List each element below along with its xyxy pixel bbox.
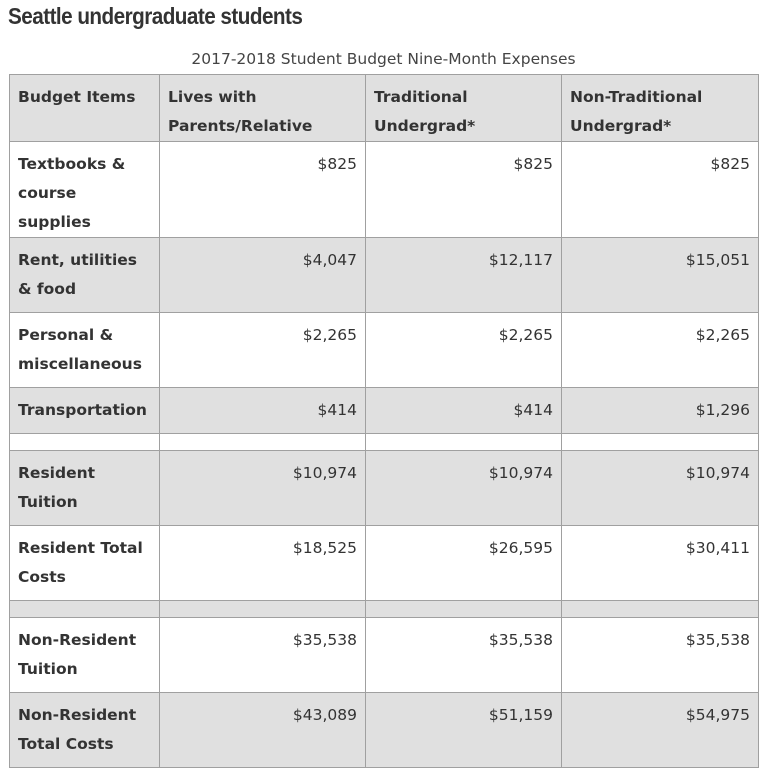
row-label: Textbooks & course supplies	[9, 141, 160, 238]
row-label: Transportation	[9, 387, 160, 434]
header-traditional-undergrad: Traditional Undergrad*	[365, 74, 562, 142]
cell-value: $54,975	[561, 692, 759, 768]
cell-value: $2,265	[561, 312, 759, 388]
row-label: Non-Resident Total Costs	[9, 692, 160, 768]
table-row: Resident Total Costs $18,525 $26,595 $30…	[9, 525, 759, 601]
cell-value: $35,538	[365, 617, 562, 693]
cell-value: $825	[561, 141, 759, 238]
table-caption: 2017-2018 Student Budget Nine-Month Expe…	[191, 50, 576, 68]
table-row: Non-Resident Tuition $35,538 $35,538 $35…	[9, 617, 759, 693]
spacer-row	[9, 600, 759, 618]
cell-value: $2,265	[365, 312, 562, 388]
table-row: Resident Tuition $10,974 $10,974 $10,974	[9, 450, 759, 526]
row-label: Non-Resident Tuition	[9, 617, 160, 693]
cell-value: $10,974	[561, 450, 759, 526]
cell-value: $1,296	[561, 387, 759, 434]
table-row: Personal & miscellaneous $2,265 $2,265 $…	[9, 312, 759, 388]
spacer-cell	[561, 433, 759, 451]
page-title: Seattle undergraduate students	[8, 3, 303, 29]
cell-value: $10,974	[365, 450, 562, 526]
spacer-cell	[9, 600, 160, 618]
cell-value: $825	[365, 141, 562, 238]
spacer-cell	[159, 600, 366, 618]
cell-value: $35,538	[159, 617, 366, 693]
cell-value: $15,051	[561, 237, 759, 313]
spacer-cell	[159, 433, 366, 451]
table-row: Transportation $414 $414 $1,296	[9, 387, 759, 434]
header-row: Budget Items Lives with Parents/Relative…	[9, 74, 759, 142]
cell-value: $825	[159, 141, 366, 238]
cell-value: $35,538	[561, 617, 759, 693]
table-row: Textbooks & course supplies $825 $825 $8…	[9, 141, 759, 238]
cell-value: $51,159	[365, 692, 562, 768]
header-lives-with-parents: Lives with Parents/Relative	[159, 74, 366, 142]
budget-table: Budget Items Lives with Parents/Relative…	[9, 74, 759, 768]
table-row: Rent, utilities & food $4,047 $12,117 $1…	[9, 237, 759, 313]
header-non-traditional-undergrad: Non-Traditional Undergrad*	[561, 74, 759, 142]
spacer-cell	[365, 600, 562, 618]
header-budget-items: Budget Items	[9, 74, 160, 142]
cell-value: $18,525	[159, 525, 366, 601]
cell-value: $2,265	[159, 312, 366, 388]
cell-value: $43,089	[159, 692, 366, 768]
cell-value: $414	[159, 387, 366, 434]
cell-value: $26,595	[365, 525, 562, 601]
row-label: Personal & miscellaneous	[9, 312, 160, 388]
spacer-cell	[561, 600, 759, 618]
spacer-cell	[9, 433, 160, 451]
row-label: Rent, utilities & food	[9, 237, 160, 313]
cell-value: $414	[365, 387, 562, 434]
spacer-cell	[365, 433, 562, 451]
spacer-row	[9, 433, 759, 451]
cell-value: $10,974	[159, 450, 366, 526]
row-label: Resident Total Costs	[9, 525, 160, 601]
table-row: Non-Resident Total Costs $43,089 $51,159…	[9, 692, 759, 768]
cell-value: $4,047	[159, 237, 366, 313]
cell-value: $30,411	[561, 525, 759, 601]
row-label: Resident Tuition	[9, 450, 160, 526]
cell-value: $12,117	[365, 237, 562, 313]
